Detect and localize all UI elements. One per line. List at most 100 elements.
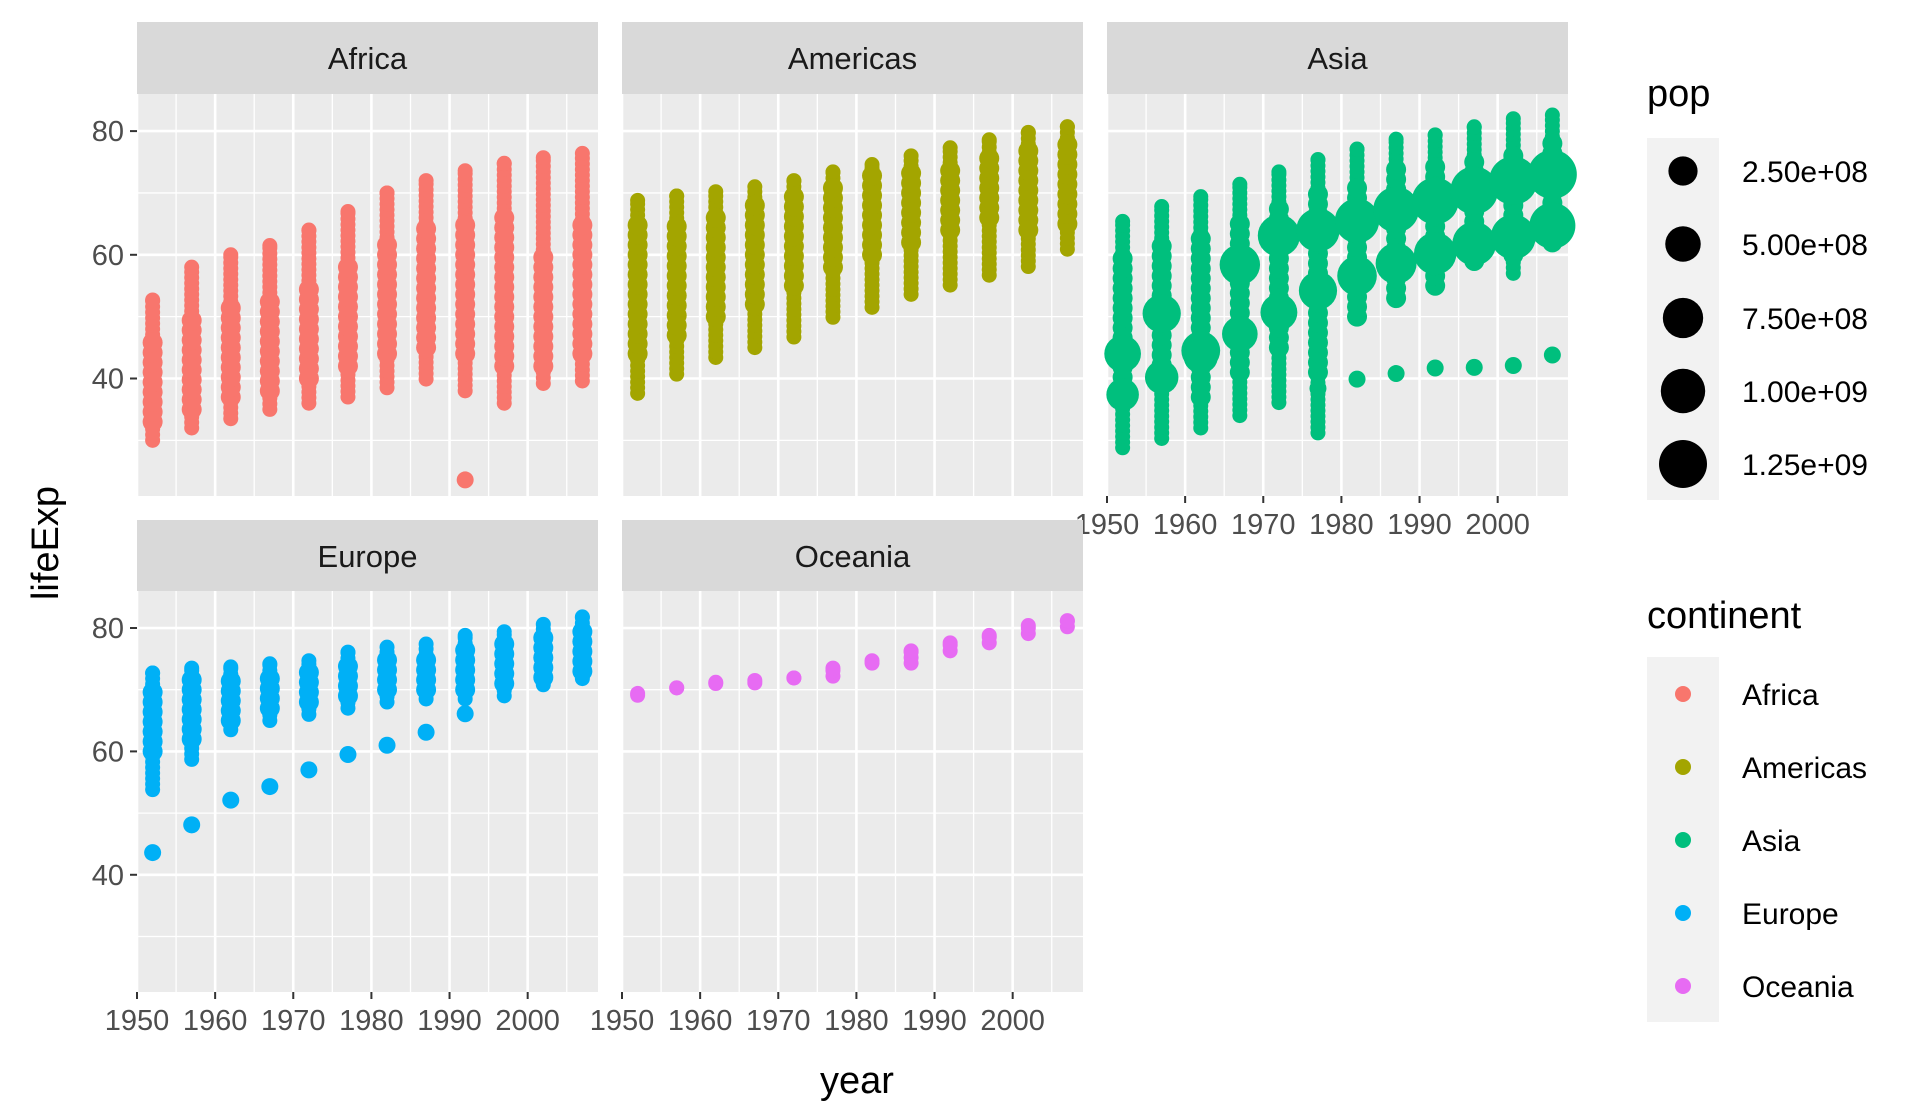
data-point [1142,294,1181,333]
data-point [223,247,239,263]
data-point [298,279,319,300]
x-tick-label: 2000 [495,1005,560,1037]
data-point [301,222,317,238]
data-point [747,179,763,195]
data-point [1489,156,1538,205]
facet-strip-label: Europe [318,539,418,574]
legend-continent: continent Africa Americas Asia Europe Oceania [1647,595,1867,1022]
x-tick-label: 1950 [1075,509,1140,541]
data-point [1257,214,1301,257]
y-tick-label: 40 [92,363,124,395]
data-point [1020,618,1036,634]
x-tick-label: 1970 [746,1005,811,1037]
facet-strip [1107,22,1568,94]
data-point [337,656,358,677]
data-point [145,665,161,681]
data-point [1542,133,1563,154]
data-point [456,471,474,489]
data-point [627,215,648,236]
data-point [340,644,356,660]
data-point [1271,164,1287,180]
x-tick-label: 1960 [1153,509,1218,541]
y-axis-title: lifeExp [25,486,67,600]
data-point [142,682,163,703]
data-point [379,185,395,201]
legend-pop: pop 2.50e+08 5.00e+08 7.50e+08 1.00e+09 1.25e… [1647,73,1868,500]
legend-label: 7.50e+08 [1742,303,1868,336]
data-point [1144,360,1179,394]
points-europe [142,609,593,862]
legend-color-key [1675,686,1691,702]
data-point [535,616,551,632]
data-point [708,674,724,690]
data-point [1307,184,1328,205]
data-point [1018,140,1039,161]
data-point [1504,357,1522,375]
legend-color-key [1675,978,1691,994]
x-tick-label: 1950 [105,1005,170,1037]
data-point [298,662,319,683]
data-point [300,761,318,779]
data-point [903,148,919,164]
data-point [1154,199,1170,215]
legend-label: Asia [1742,825,1801,858]
legend-color-key [1675,832,1691,848]
data-point [822,178,843,199]
x-tick-label: 1980 [339,1005,404,1037]
panel-background [137,94,598,496]
data-point [1296,208,1340,252]
facet-strip-label: Oceania [795,539,911,574]
data-point [1529,202,1576,249]
data-point [574,609,590,625]
data-point [1543,346,1561,364]
x-tick-label: 1950 [590,1005,655,1037]
data-point [1232,176,1248,192]
data-point [416,218,437,239]
data-point [1464,152,1485,173]
data-point [181,669,202,690]
data-point [262,656,278,672]
legend-label: Americas [1742,752,1867,785]
data-point [1183,338,1219,374]
data-point [981,627,997,643]
panel-background [1107,94,1568,496]
data-point [1373,186,1419,233]
data-point [339,745,357,763]
data-point [786,670,802,686]
data-point [1190,228,1211,249]
data-point [416,650,437,671]
data-point [1425,156,1446,177]
data-point [457,627,473,643]
data-point [220,297,241,318]
facet-strip [137,520,598,592]
data-point [630,685,646,701]
legend-title: continent [1647,595,1802,637]
data-point [259,291,280,312]
data-point [418,636,434,652]
data-point [942,140,958,156]
data-point [862,165,883,186]
legend-label: 2.50e+08 [1742,156,1868,189]
legend-size-key [1668,156,1698,186]
data-point [377,650,398,671]
legend-label: 1.00e+09 [1742,376,1868,409]
legend-label: 5.00e+08 [1742,229,1868,262]
data-point [183,816,201,834]
points-oceania [630,613,1075,703]
data-point [455,640,476,661]
data-point [184,259,200,275]
points-africa [142,145,593,489]
data-point [747,672,763,688]
y-tick-label: 60 [92,736,124,768]
data-point [1298,271,1338,310]
data-point [337,257,358,278]
data-point [533,627,554,648]
legend-label: Africa [1742,679,1819,712]
x-tick-label: 1960 [183,1005,248,1037]
points-americas [627,119,1078,401]
data-point [145,292,161,308]
panel-background [622,94,1083,496]
data-point [1388,131,1404,147]
panel-background [622,591,1083,992]
data-point [1337,256,1377,296]
